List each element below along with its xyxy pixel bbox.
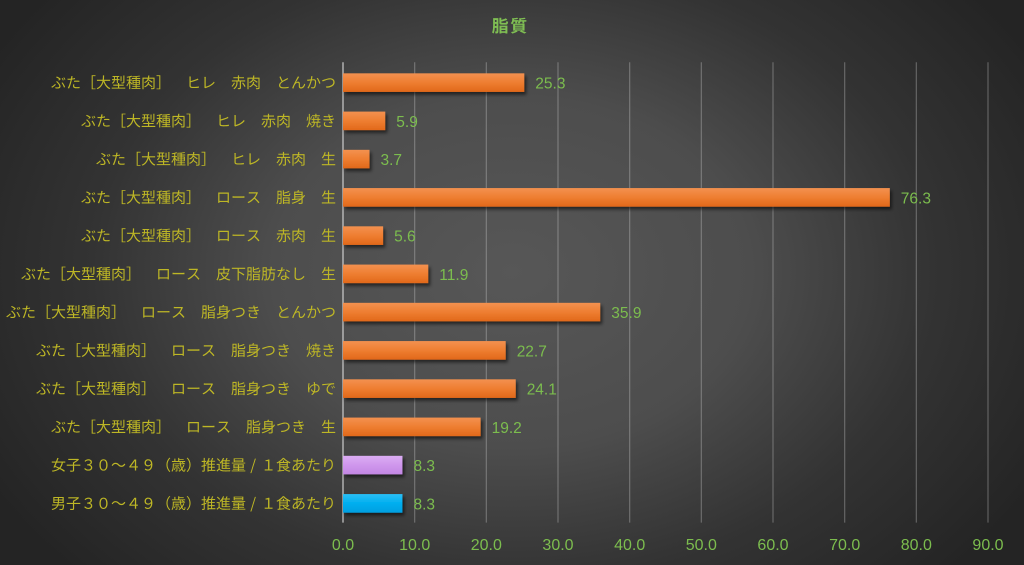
svg-text:60.0: 60.0	[757, 537, 788, 554]
svg-text:50.0: 50.0	[686, 537, 717, 554]
svg-text:11.9: 11.9	[439, 267, 468, 284]
svg-text:25.3: 25.3	[535, 76, 565, 93]
svg-text:35.9: 35.9	[611, 305, 641, 322]
svg-text:24.1: 24.1	[527, 382, 557, 399]
svg-text:22.7: 22.7	[517, 343, 547, 360]
svg-text:20.0: 20.0	[471, 537, 502, 554]
svg-text:3.7: 3.7	[381, 152, 403, 169]
svg-text:40.0: 40.0	[614, 537, 645, 554]
svg-text:70.0: 70.0	[829, 537, 860, 554]
svg-text:90.0: 90.0	[972, 537, 1003, 554]
svg-text:8.3: 8.3	[414, 458, 436, 475]
svg-text:5.9: 5.9	[396, 114, 418, 131]
svg-text:30.0: 30.0	[542, 537, 573, 554]
svg-text:0.0: 0.0	[332, 537, 354, 554]
svg-text:19.2: 19.2	[492, 420, 522, 437]
svg-text:8.3: 8.3	[414, 496, 436, 513]
svg-text:10.0: 10.0	[399, 537, 430, 554]
svg-text:80.0: 80.0	[901, 537, 932, 554]
svg-text:5.6: 5.6	[394, 229, 416, 246]
svg-text:76.3: 76.3	[901, 190, 931, 207]
